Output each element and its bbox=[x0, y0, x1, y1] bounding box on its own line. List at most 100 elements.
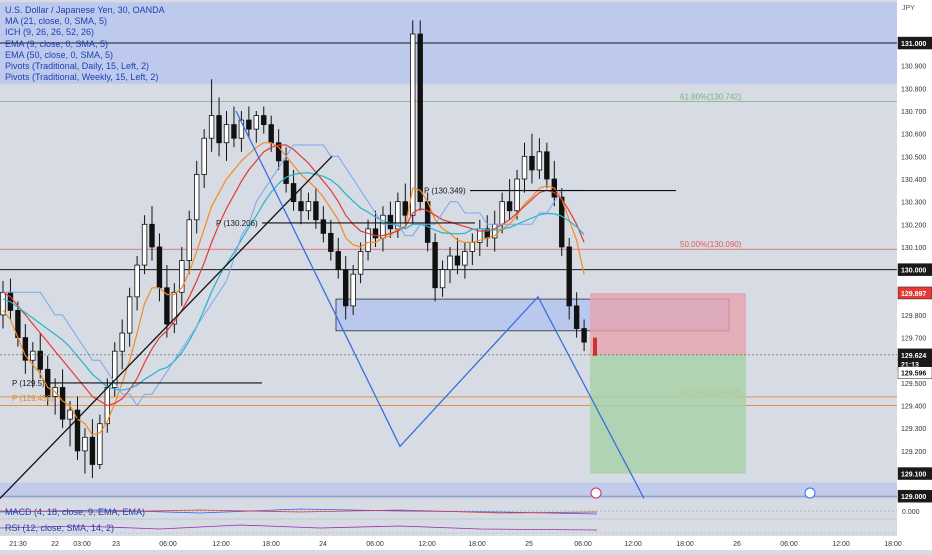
candle bbox=[231, 106, 237, 148]
time-tick-label: 06:00 bbox=[159, 541, 177, 548]
price-tick-label: 130.200 bbox=[901, 222, 926, 229]
candle bbox=[238, 111, 245, 152]
indicator-ma21[interactable]: MA (21, close, 0, SMA, 5) bbox=[5, 16, 108, 27]
price-tick-label: 130.900 bbox=[901, 64, 926, 71]
candle bbox=[82, 428, 88, 474]
candle bbox=[439, 260, 446, 297]
price-badge-label: 131.000 bbox=[901, 41, 926, 48]
candle bbox=[201, 129, 207, 189]
candle bbox=[141, 215, 148, 275]
candle bbox=[126, 287, 133, 347]
candle-body bbox=[372, 228, 379, 239]
candle bbox=[417, 20, 423, 211]
price-badge-label: 21:13 bbox=[901, 362, 919, 369]
candle-body bbox=[275, 142, 282, 162]
time-tick-label: 26 bbox=[733, 541, 741, 548]
price-tick-label: 129.300 bbox=[901, 426, 926, 433]
candle bbox=[186, 210, 192, 275]
candle bbox=[335, 237, 341, 279]
candle-body bbox=[283, 160, 289, 184]
candle-body bbox=[410, 33, 416, 216]
candle-body bbox=[342, 269, 349, 307]
zigzag-projection bbox=[235, 110, 645, 499]
time-tick-label: 23 bbox=[112, 541, 120, 548]
candle bbox=[506, 178, 513, 220]
candle bbox=[447, 246, 453, 284]
candle-body bbox=[566, 246, 572, 307]
candle-body bbox=[320, 219, 327, 234]
pivot-label-2: P (129.5) bbox=[12, 379, 45, 388]
candle bbox=[216, 97, 222, 157]
macd-legend[interactable]: MACD (4, 18, close, 9, EMA, EMA) bbox=[5, 507, 146, 517]
candle bbox=[253, 111, 259, 143]
candle bbox=[350, 265, 356, 315]
candle-body bbox=[149, 223, 155, 248]
macd-zero-label: 0.000 bbox=[902, 509, 920, 516]
candle bbox=[298, 188, 304, 225]
price-badge-label: 129.624 bbox=[901, 353, 926, 360]
time-tick-label: 06:00 bbox=[780, 541, 798, 548]
price-tick-label: 129.800 bbox=[901, 313, 926, 320]
candle-body bbox=[581, 328, 587, 343]
time-tick-label: 25 bbox=[525, 541, 533, 548]
candle bbox=[246, 106, 252, 139]
candle-body bbox=[30, 350, 36, 361]
candle bbox=[544, 142, 550, 189]
indicator-pivots-weekly[interactable]: Pivots (Traditional, Weekly, 15, Left, 2… bbox=[5, 72, 159, 83]
candle-body bbox=[454, 255, 461, 266]
time-tick-label: 06:00 bbox=[574, 541, 592, 548]
price-badge-bg bbox=[897, 36, 932, 50]
candle bbox=[462, 242, 468, 279]
candle-body bbox=[290, 183, 297, 203]
last-candle bbox=[593, 337, 597, 356]
price-badge-label: 129.897 bbox=[901, 291, 926, 298]
symbol-title[interactable]: U.S. Dollar / Japanese Yen, 30, OANDA bbox=[5, 5, 165, 15]
take-profit-zone bbox=[590, 354, 746, 474]
candle-body bbox=[82, 436, 88, 452]
time-tick-label: 18:00 bbox=[262, 541, 280, 548]
candle-body bbox=[417, 33, 423, 203]
candle bbox=[566, 237, 572, 320]
pivot-label-1: P (130.349) bbox=[424, 187, 466, 196]
candle-body bbox=[350, 273, 356, 307]
candle-body bbox=[179, 260, 185, 293]
indicator-ichimoku[interactable]: ICH (9, 26, 26, 52, 26) bbox=[5, 27, 95, 38]
price-badge-bg bbox=[897, 286, 932, 300]
price-tick-label: 129.200 bbox=[901, 449, 926, 456]
candle bbox=[328, 219, 334, 261]
candle-body bbox=[141, 223, 148, 266]
time-axis-background bbox=[0, 536, 897, 550]
candle bbox=[432, 233, 438, 302]
price-badge-label: 129.596 bbox=[901, 371, 926, 378]
time-tick-label: 18:00 bbox=[676, 541, 694, 548]
rsi-legend[interactable]: RSI (12, close, SMA, 14, 2) bbox=[5, 523, 115, 533]
indicator-ema50[interactable]: EMA (50, close, 0, SMA, 5) bbox=[5, 49, 114, 60]
candle-body bbox=[223, 124, 230, 144]
time-tick-label: 06:00 bbox=[366, 541, 384, 548]
candle-body bbox=[514, 178, 520, 212]
time-tick-label: 18:00 bbox=[884, 541, 902, 548]
price-tick-label: 129.500 bbox=[901, 381, 926, 388]
candle-body bbox=[521, 155, 528, 180]
candle bbox=[342, 256, 349, 320]
indicator-pivots-daily[interactable]: Pivots (Traditional, Daily, 15, Left, 2) bbox=[5, 61, 150, 72]
candle bbox=[97, 414, 103, 470]
candle-body bbox=[335, 251, 341, 271]
candle bbox=[313, 188, 319, 229]
candle-body bbox=[246, 119, 252, 130]
time-tick-label: 03:00 bbox=[73, 541, 91, 548]
candle bbox=[261, 106, 267, 134]
time-tick-label: 12:00 bbox=[212, 541, 230, 548]
candle bbox=[74, 396, 81, 460]
ma21-line bbox=[2, 144, 585, 407]
candle bbox=[179, 246, 185, 306]
indicator-ema9[interactable]: EMA (9, close, 0, SMA, 5) bbox=[5, 38, 109, 49]
candle-body bbox=[164, 287, 170, 325]
time-tick-label: 24 bbox=[319, 541, 327, 548]
candle-body bbox=[119, 332, 125, 352]
candle bbox=[320, 206, 327, 243]
candle-body bbox=[216, 115, 222, 144]
price-badge-label: 129.000 bbox=[901, 494, 926, 501]
